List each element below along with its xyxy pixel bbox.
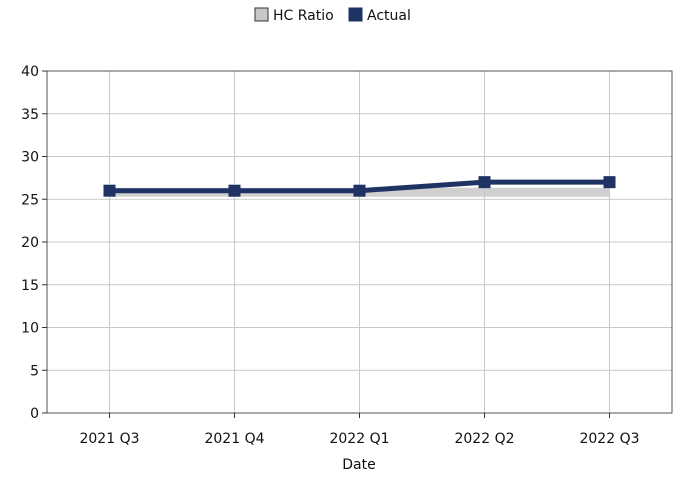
data-point-marker: [478, 176, 491, 189]
y-tick-label: 10: [21, 321, 39, 337]
legend: HC Ratio Actual: [254, 7, 411, 24]
legend-swatch: [348, 7, 363, 22]
legend-label: Actual: [367, 8, 411, 24]
y-tick-label: 20: [21, 235, 39, 251]
data-point-marker: [603, 176, 616, 189]
legend-label: HC Ratio: [273, 8, 334, 24]
x-tick-label: 2021 Q3: [79, 431, 139, 447]
y-tick-label: 15: [21, 278, 39, 294]
x-tick-label: 2022 Q3: [579, 431, 639, 447]
x-tick-label: 2022 Q2: [454, 431, 514, 447]
data-point-marker: [353, 184, 366, 197]
series-line-layer: [103, 176, 616, 197]
legend-item: HC Ratio: [254, 7, 334, 24]
x-tick-label: 2022 Q1: [329, 431, 389, 447]
data-point-marker: [103, 184, 116, 197]
grid: [47, 70, 672, 414]
y-tick-label: 0: [30, 406, 39, 422]
y-tick-label: 40: [21, 64, 39, 80]
y-tick-label: 25: [21, 192, 39, 208]
x-tick-label: 2021 Q4: [204, 431, 264, 447]
y-axis-ticks: 0 5 10 15 20 25 30 35 40: [21, 64, 47, 422]
y-tick-label: 35: [21, 107, 39, 123]
legend-item: Actual: [348, 7, 411, 24]
y-tick-label: 5: [30, 363, 39, 379]
data-point-marker: [228, 184, 241, 197]
x-axis-title: Date: [342, 457, 375, 473]
legend-swatch: [254, 7, 269, 22]
y-tick-label: 30: [21, 150, 39, 166]
x-axis-ticks: 2021 Q3 2021 Q4 2022 Q1 2022 Q2 2022 Q3: [79, 413, 640, 447]
